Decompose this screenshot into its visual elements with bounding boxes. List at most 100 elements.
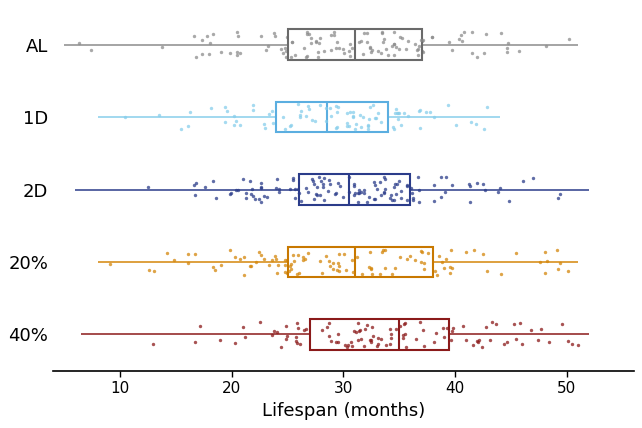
Point [278,113,288,120]
Point [351,253,361,260]
Point [392,109,402,116]
Point [406,190,417,196]
Point [347,109,358,116]
Point [293,186,304,193]
Point [225,49,236,56]
Point [211,195,221,202]
Point [191,180,201,187]
Point [294,190,304,197]
Point [229,122,239,128]
Point [396,121,406,128]
Point [286,122,296,129]
Point [389,40,399,47]
Point [418,49,428,56]
Point [304,106,315,113]
Point [331,124,342,131]
Point [292,271,302,278]
Point [348,113,358,120]
Point [285,186,295,193]
Point [293,252,303,259]
Point [441,256,451,262]
Point [325,113,336,119]
Point [398,332,408,339]
Point [338,45,348,52]
Point [331,124,342,131]
Point [282,333,292,339]
Point [458,29,469,36]
Point [256,33,266,40]
Point [230,186,241,193]
Point [445,269,455,276]
Point [360,342,370,349]
Bar [276,102,388,132]
Point [393,110,403,116]
Point [363,193,374,200]
Point [429,181,440,188]
Point [501,49,512,56]
Point [357,270,367,277]
Point [311,38,321,45]
Point [359,30,369,37]
Point [362,39,372,45]
Point [303,249,313,256]
Point [403,181,413,188]
Point [365,336,376,343]
Point [397,35,408,42]
Point [379,35,389,42]
Point [415,124,425,131]
Point [379,174,389,181]
Point [340,342,350,348]
Point [438,324,448,331]
Point [367,271,377,278]
Bar [310,319,449,350]
Point [417,38,428,45]
Point [331,45,341,52]
Point [388,196,399,203]
Point [320,253,331,259]
Point [390,191,401,198]
Point [551,247,562,253]
Point [304,31,315,38]
Point [322,104,332,111]
Point [400,320,410,327]
Point [365,248,376,255]
Point [495,184,505,191]
Point [330,191,340,198]
Point [272,175,282,182]
Point [345,53,356,60]
Point [296,107,306,114]
Point [284,267,294,274]
Point [331,103,341,110]
Point [280,262,290,268]
Point [308,116,318,123]
Point [389,184,399,190]
Point [344,48,354,55]
Point [359,30,369,37]
Point [352,337,363,344]
Point [331,339,342,345]
Point [333,330,343,337]
Point [367,47,377,54]
Point [415,106,426,113]
Point [286,261,296,268]
Point [208,264,218,270]
Point [379,189,389,196]
Point [324,258,334,265]
Point [386,42,397,49]
Point [315,192,325,199]
Point [456,38,467,45]
Point [239,271,250,278]
Point [309,181,320,187]
Point [361,198,372,205]
Point [376,50,386,56]
Point [385,194,395,201]
Point [363,193,374,200]
Point [366,266,376,273]
Point [154,112,164,119]
Point [365,44,375,51]
Point [388,124,398,131]
Point [325,337,336,344]
Point [410,40,420,47]
Point [377,29,388,36]
Point [351,121,361,128]
